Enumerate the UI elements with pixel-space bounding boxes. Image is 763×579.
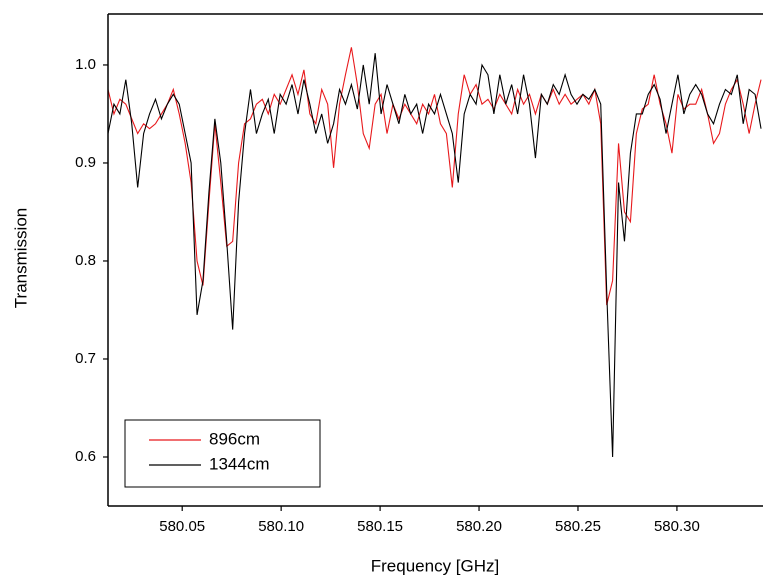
y-tick-label: 0.9	[75, 154, 96, 171]
y-tick-label: 1.0	[75, 56, 96, 73]
y-tick-label: 0.7	[75, 350, 96, 367]
x-tick-label: 580.05	[159, 518, 205, 535]
legend-box	[124, 419, 321, 488]
legend-label: 896cm	[209, 429, 260, 448]
y-axis-label: Transmission	[11, 208, 30, 308]
legend-label: 1344cm	[209, 454, 269, 473]
x-tick-label: 580.15	[357, 518, 403, 535]
x-tick-label: 580.10	[258, 518, 304, 535]
y-tick-label: 0.6	[75, 448, 96, 465]
y-tick-label: 0.8	[75, 252, 96, 269]
x-tick-label: 580.20	[456, 518, 502, 535]
x-axis-label: Frequency [GHz]	[371, 556, 500, 575]
x-tick-label: 580.30	[654, 518, 700, 535]
x-tick-label: 580.25	[555, 518, 601, 535]
data-line	[107, 47, 762, 306]
data-line	[107, 53, 762, 458]
